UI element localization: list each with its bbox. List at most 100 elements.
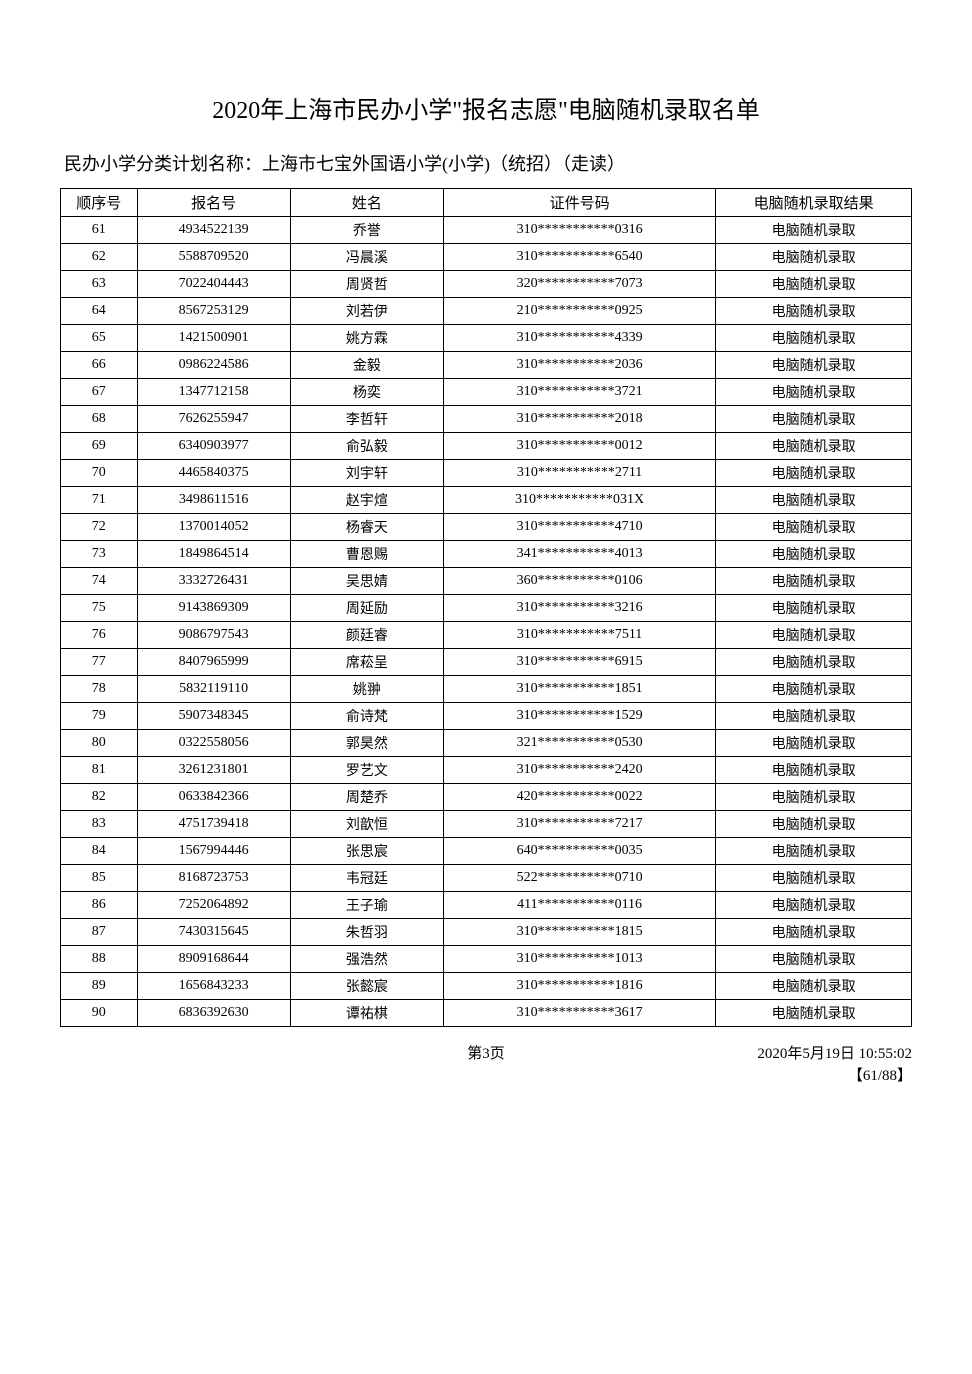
cell-result: 电脑随机录取 — [716, 460, 912, 487]
cell-name: 金毅 — [290, 352, 443, 379]
cell-id: 310***********3617 — [443, 1000, 715, 1027]
cell-reg: 3498611516 — [137, 487, 290, 514]
cell-result: 电脑随机录取 — [716, 919, 912, 946]
cell-result: 电脑随机录取 — [716, 541, 912, 568]
cell-name: 刘若伊 — [290, 298, 443, 325]
cell-reg: 0633842366 — [137, 784, 290, 811]
cell-seq: 81 — [61, 757, 138, 784]
cell-reg: 1849864514 — [137, 541, 290, 568]
cell-name: 李哲轩 — [290, 406, 443, 433]
cell-result: 电脑随机录取 — [716, 217, 912, 244]
cell-seq: 85 — [61, 865, 138, 892]
cell-id: 310***********1013 — [443, 946, 715, 973]
cell-reg: 4751739418 — [137, 811, 290, 838]
cell-seq: 65 — [61, 325, 138, 352]
cell-id: 310***********2018 — [443, 406, 715, 433]
cell-reg: 3332726431 — [137, 568, 290, 595]
cell-name: 俞弘毅 — [290, 433, 443, 460]
cell-reg: 1656843233 — [137, 973, 290, 1000]
cell-reg: 9143869309 — [137, 595, 290, 622]
cell-seq: 87 — [61, 919, 138, 946]
cell-id: 310***********0316 — [443, 217, 715, 244]
cell-name: 乔誉 — [290, 217, 443, 244]
subtitle: 民办小学分类计划名称：上海市七宝外国语小学(小学)（统招）（走读） — [60, 150, 912, 176]
cell-result: 电脑随机录取 — [716, 298, 912, 325]
cell-name: 姚方霖 — [290, 325, 443, 352]
cell-name: 赵宇煊 — [290, 487, 443, 514]
cell-name: 周贤哲 — [290, 271, 443, 298]
cell-result: 电脑随机录取 — [716, 514, 912, 541]
cell-name: 周楚乔 — [290, 784, 443, 811]
cell-result: 电脑随机录取 — [716, 838, 912, 865]
cell-seq: 78 — [61, 676, 138, 703]
cell-seq: 77 — [61, 649, 138, 676]
table-row: 858168723753韦冠廷522***********0710电脑随机录取 — [61, 865, 912, 892]
table-row: 743332726431吴思婧360***********0106电脑随机录取 — [61, 568, 912, 595]
admission-table: 顺序号 报名号 姓名 证件号码 电脑随机录取结果 614934522139乔誉3… — [60, 188, 912, 1027]
cell-reg: 6340903977 — [137, 433, 290, 460]
cell-reg: 7022404443 — [137, 271, 290, 298]
cell-result: 电脑随机录取 — [716, 568, 912, 595]
timestamp: 2020年5月19日 10:55:02 — [757, 1042, 912, 1063]
table-row: 704465840375刘宇轩310***********2711电脑随机录取 — [61, 460, 912, 487]
cell-reg: 9086797543 — [137, 622, 290, 649]
cell-result: 电脑随机录取 — [716, 946, 912, 973]
table-row: 625588709520冯晨溪310***********6540电脑随机录取 — [61, 244, 912, 271]
cell-id: 310***********1816 — [443, 973, 715, 1000]
cell-reg: 6836392630 — [137, 1000, 290, 1027]
cell-reg: 0322558056 — [137, 730, 290, 757]
cell-id: 310***********6915 — [443, 649, 715, 676]
cell-seq: 82 — [61, 784, 138, 811]
cell-name: 曹恩赐 — [290, 541, 443, 568]
cell-reg: 5907348345 — [137, 703, 290, 730]
table-row: 891656843233张懿宸310***********1816电脑随机录取 — [61, 973, 912, 1000]
cell-reg: 1347712158 — [137, 379, 290, 406]
cell-name: 姚翀 — [290, 676, 443, 703]
table-body: 614934522139乔誉310***********0316电脑随机录取62… — [61, 217, 912, 1027]
cell-seq: 74 — [61, 568, 138, 595]
table-row: 800322558056郭昊然321***********0530电脑随机录取 — [61, 730, 912, 757]
table-row: 648567253129刘若伊210***********0925电脑随机录取 — [61, 298, 912, 325]
cell-result: 电脑随机录取 — [716, 892, 912, 919]
cell-name: 杨奕 — [290, 379, 443, 406]
cell-seq: 80 — [61, 730, 138, 757]
counter: 【61/88】 — [848, 1064, 912, 1085]
cell-seq: 73 — [61, 541, 138, 568]
col-header-name: 姓名 — [290, 189, 443, 217]
cell-result: 电脑随机录取 — [716, 433, 912, 460]
page-title: 2020年上海市民办小学"报名志愿"电脑随机录取名单 — [60, 90, 912, 125]
cell-name: 席菘呈 — [290, 649, 443, 676]
cell-result: 电脑随机录取 — [716, 865, 912, 892]
footer: 第3页 2020年5月19日 10:55:02 【61/88】 — [60, 1042, 912, 1092]
cell-result: 电脑随机录取 — [716, 973, 912, 1000]
cell-result: 电脑随机录取 — [716, 649, 912, 676]
cell-result: 电脑随机录取 — [716, 676, 912, 703]
cell-name: 张懿宸 — [290, 973, 443, 1000]
cell-seq: 70 — [61, 460, 138, 487]
cell-name: 张思宸 — [290, 838, 443, 865]
cell-id: 310***********1529 — [443, 703, 715, 730]
cell-reg: 5832119110 — [137, 676, 290, 703]
cell-id: 522***********0710 — [443, 865, 715, 892]
cell-id: 320***********7073 — [443, 271, 715, 298]
table-row: 687626255947李哲轩310***********2018电脑随机录取 — [61, 406, 912, 433]
cell-name: 吴思婧 — [290, 568, 443, 595]
cell-seq: 71 — [61, 487, 138, 514]
cell-seq: 88 — [61, 946, 138, 973]
table-row: 778407965999席菘呈310***********6915电脑随机录取 — [61, 649, 912, 676]
cell-reg: 1421500901 — [137, 325, 290, 352]
cell-id: 310***********031X — [443, 487, 715, 514]
col-header-seq: 顺序号 — [61, 189, 138, 217]
cell-id: 210***********0925 — [443, 298, 715, 325]
cell-reg: 7626255947 — [137, 406, 290, 433]
cell-result: 电脑随机录取 — [716, 244, 912, 271]
cell-id: 310***********0012 — [443, 433, 715, 460]
cell-seq: 61 — [61, 217, 138, 244]
cell-id: 310***********2036 — [443, 352, 715, 379]
table-row: 651421500901姚方霖310***********4339电脑随机录取 — [61, 325, 912, 352]
cell-id: 360***********0106 — [443, 568, 715, 595]
cell-result: 电脑随机录取 — [716, 757, 912, 784]
cell-reg: 4934522139 — [137, 217, 290, 244]
cell-name: 郭昊然 — [290, 730, 443, 757]
cell-id: 310***********2711 — [443, 460, 715, 487]
